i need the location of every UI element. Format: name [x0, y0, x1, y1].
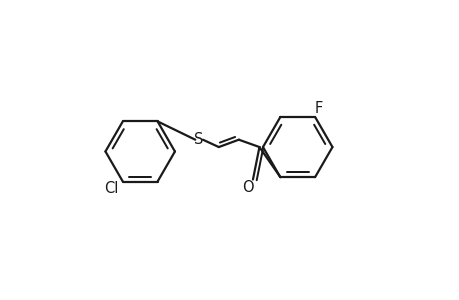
Text: S: S [194, 132, 203, 147]
Text: F: F [314, 100, 322, 116]
Text: O: O [242, 180, 253, 195]
Text: Cl: Cl [104, 182, 118, 196]
